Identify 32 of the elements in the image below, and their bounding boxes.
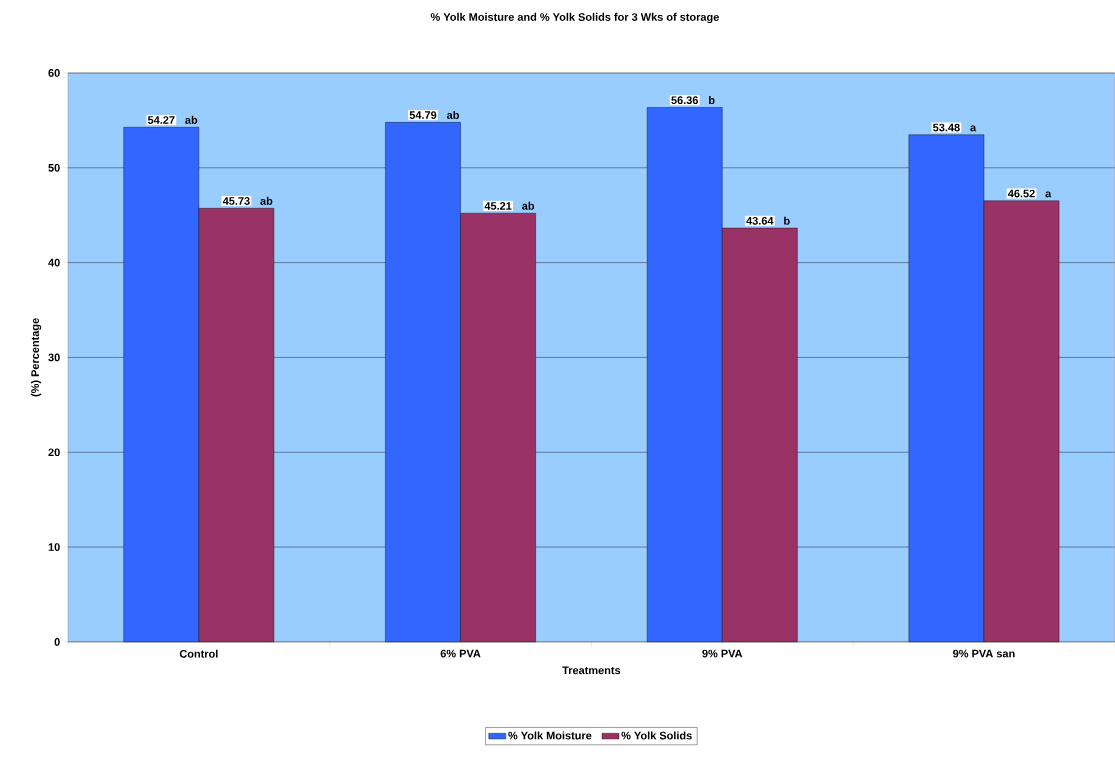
y-tick-label: 40 [48,258,60,267]
legend-label: % Yolk Moisture [508,731,592,740]
y-tick-label: 10 [48,543,60,551]
chart-title: % Yolk Moisture and % Yolk Solids for 3 Wks of storage [430,12,719,24]
annotation: ab [522,201,535,210]
x-axis-title: Treatments [562,666,621,675]
y-tick-label: 50 [48,163,60,172]
annotation: b [709,96,715,105]
data-label: 46.52 [1007,189,1035,198]
annotation: a [970,125,977,132]
annotation: ab [260,196,273,205]
data-label: 54.79 [409,111,437,120]
y-tick-label: 30 [48,353,60,362]
y-axis-title: (%) Percentage [30,318,42,397]
legend-label: % Yolk Solids [621,731,692,740]
x-tick-label: 9% PVA [702,649,743,658]
annotation: ab [185,115,198,124]
x-tick-label: Control [179,649,218,658]
y-tick-label: 60 [48,69,60,77]
y-tick-label: 0 [54,638,60,646]
annotation: b [784,216,790,225]
data-label: 43.64 [746,216,774,225]
x-tick-label: 9% PVA san [953,649,1015,658]
data-label: 45.21 [484,202,512,210]
annotation: ab [446,110,459,120]
data-label: 45.73 [222,197,250,205]
x-tick-label: 6% PVA [440,649,481,658]
annotation: a [1045,191,1052,198]
data-label: 56.36 [671,96,699,105]
data-label: 54.27 [147,116,175,124]
y-tick-label: 20 [48,448,60,457]
data-label: 53.48 [933,123,960,132]
